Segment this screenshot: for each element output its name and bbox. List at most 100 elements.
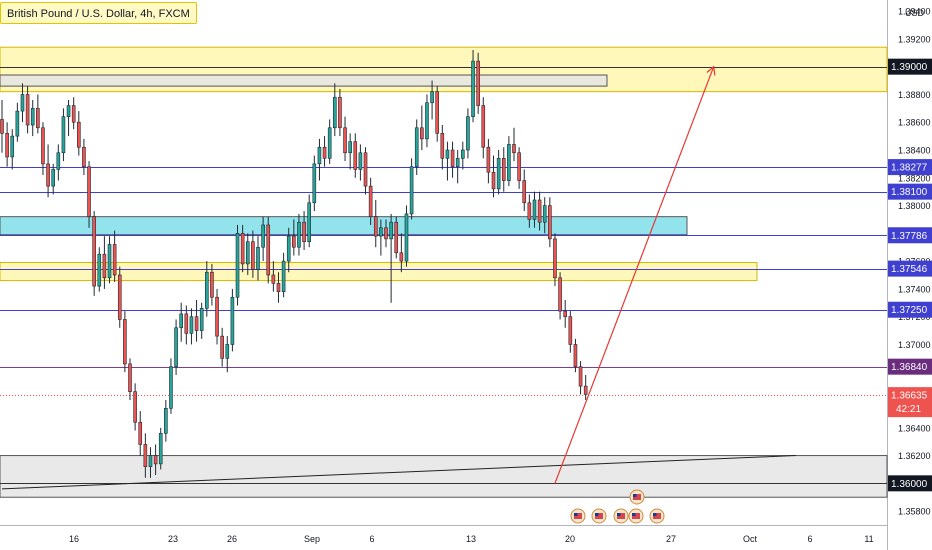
candle <box>25 86 30 134</box>
candle-down <box>117 274 122 320</box>
symbol-title[interactable]: British Pound / U.S. Dollar, 4h, FXCM <box>0 2 197 24</box>
candle-down <box>0 119 4 134</box>
candle-down <box>46 163 50 187</box>
candle <box>420 105 424 150</box>
flag-canton <box>617 513 621 516</box>
candle-down <box>537 199 542 223</box>
y-tick-label: 1.37000 <box>898 340 931 350</box>
candle <box>210 263 214 306</box>
candle <box>394 216 399 259</box>
flag-stripe <box>595 513 603 519</box>
candle <box>322 136 327 167</box>
candle-up <box>414 127 419 167</box>
candle <box>409 158 414 220</box>
price-badge <box>888 58 932 75</box>
candle <box>194 300 199 342</box>
candle-down <box>215 296 219 337</box>
candle-up <box>379 227 383 237</box>
candle <box>87 161 91 228</box>
candle <box>440 125 445 170</box>
price-badge-label: 1.36000 <box>891 479 928 490</box>
candle <box>82 138 86 175</box>
candle-up <box>317 146 322 165</box>
candle <box>77 111 81 156</box>
candle-up <box>389 221 393 240</box>
forecast-arrow <box>554 66 715 484</box>
candle <box>276 272 281 303</box>
candle <box>573 338 578 373</box>
candle <box>435 86 440 142</box>
candle-down <box>501 158 506 181</box>
candle-up <box>30 108 35 126</box>
candle-down <box>558 277 562 312</box>
candle-down <box>368 185 373 217</box>
candle <box>517 147 521 189</box>
candle <box>327 119 332 164</box>
candle-up <box>174 327 178 367</box>
candle-up <box>532 199 537 220</box>
candle <box>164 400 168 442</box>
candle <box>332 83 337 137</box>
candle <box>143 433 148 478</box>
candle <box>348 133 352 170</box>
candle-down <box>210 271 214 298</box>
candle-up <box>312 163 317 204</box>
y-tick-label: 1.36200 <box>898 451 931 461</box>
forecast-arrow-head <box>706 65 716 76</box>
candle <box>548 197 552 248</box>
x-tick-label: 6 <box>807 534 812 544</box>
candle-up <box>164 408 168 434</box>
candle <box>148 447 153 478</box>
candle <box>102 236 107 289</box>
candle <box>379 219 383 256</box>
candle <box>133 383 137 431</box>
flag-stripe <box>653 513 661 519</box>
flag-canton <box>632 513 636 516</box>
candle <box>138 411 143 456</box>
x-tick-label: Sep <box>304 534 320 544</box>
candle <box>430 80 434 120</box>
candle <box>261 216 265 262</box>
candle-down <box>153 455 158 465</box>
candle-up <box>61 116 66 154</box>
candle-up <box>15 110 20 137</box>
candle <box>507 136 511 187</box>
candle-up <box>471 60 475 117</box>
candle <box>46 144 50 198</box>
candle-down <box>251 241 255 270</box>
candle <box>51 163 56 195</box>
candle <box>153 444 158 475</box>
candle <box>363 147 368 195</box>
candle <box>220 327 224 367</box>
price-badge-label: 1.37786 <box>891 231 928 242</box>
flag-canton <box>633 494 637 497</box>
candle-down <box>394 221 399 254</box>
candle-up <box>235 233 240 298</box>
candle <box>389 213 393 303</box>
flag-stripe <box>574 513 582 519</box>
candle <box>0 100 4 153</box>
candle <box>189 308 194 345</box>
price-badge <box>888 475 932 492</box>
candle-up <box>307 202 312 242</box>
candle-up <box>107 244 112 279</box>
candle <box>205 261 209 317</box>
zone-gray <box>0 455 888 498</box>
candle <box>445 141 450 181</box>
candle-down <box>338 96 342 129</box>
candle-up <box>409 166 414 215</box>
y-tick-label: 1.37400 <box>898 284 931 294</box>
candle-up <box>66 105 71 117</box>
candle-down <box>343 127 347 154</box>
price-badge-label: 1.36840 <box>891 362 928 373</box>
candle <box>271 261 276 292</box>
candle-down <box>363 152 368 187</box>
x-tick-label: 23 <box>168 534 178 544</box>
candle <box>481 97 486 159</box>
candle-down <box>128 363 132 392</box>
y-tick-label: 1.36400 <box>898 423 931 433</box>
candle <box>117 266 122 328</box>
candle-down <box>87 166 91 217</box>
economic-event-icon <box>570 508 586 524</box>
